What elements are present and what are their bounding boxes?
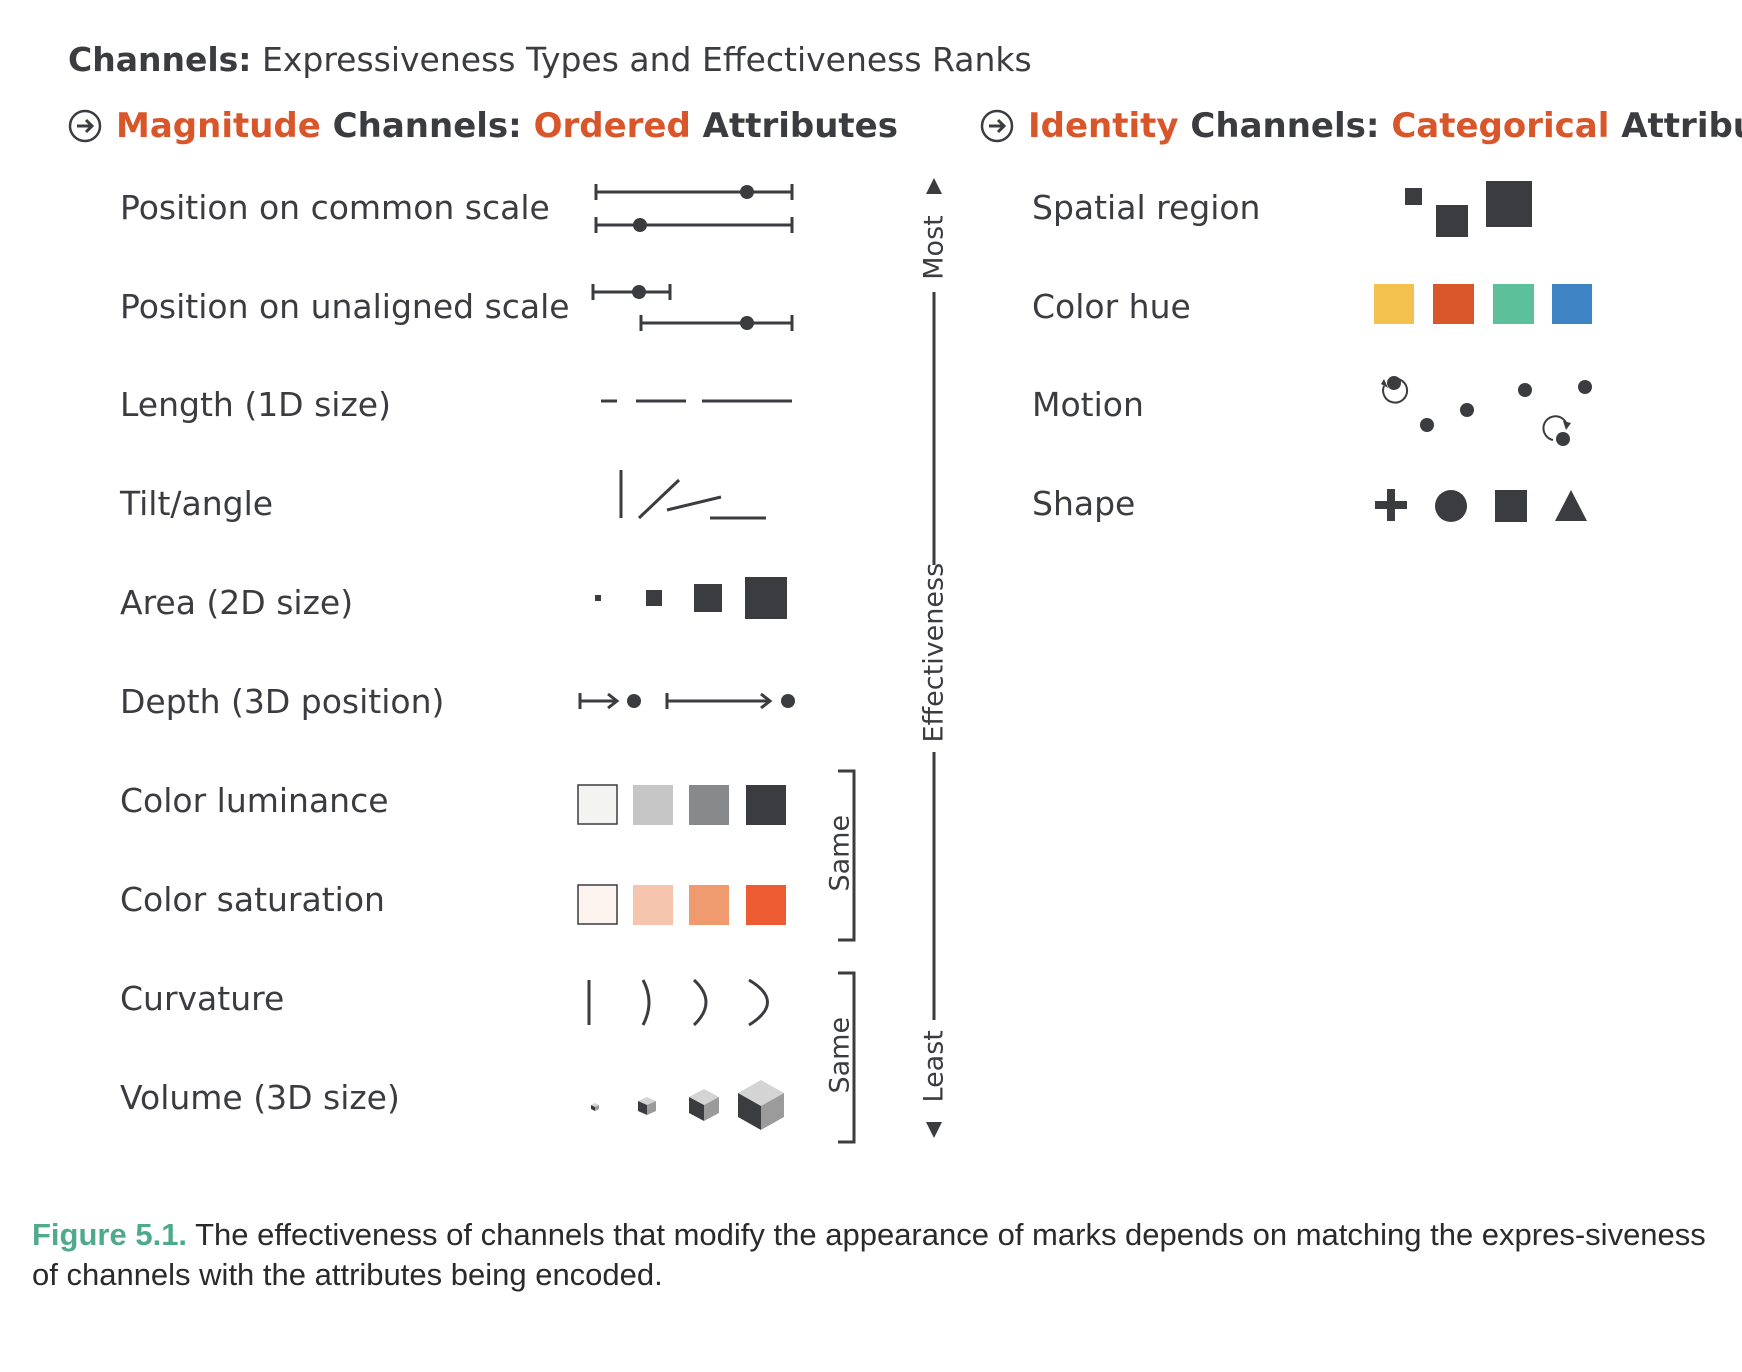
depth-glyph (578, 692, 795, 710)
position-common-scale-glyph (594, 184, 794, 233)
figure-caption: Figure 5.1. The effectiveness of channel… (32, 1215, 1712, 1295)
magnitude-attributes-word: Attributes (690, 106, 898, 146)
row-color-saturation: Color saturation (120, 880, 385, 919)
identity-section-header: Identity Channels: Categorical Attribute… (980, 106, 1742, 146)
row-shape: Shape (1032, 484, 1136, 523)
volume-glyph (591, 1080, 784, 1130)
row-depth: Depth (3D position) (120, 682, 445, 721)
row-volume: Volume (3D size) (120, 1078, 400, 1117)
row-color-luminance: Color luminance (120, 781, 389, 820)
circled-arrow-icon (68, 109, 102, 143)
row-position-unaligned-scale: Position on unaligned scale (120, 287, 570, 326)
row-color-hue: Color hue (1032, 287, 1191, 326)
identity-channels-word: Channels: (1178, 106, 1392, 146)
area-glyph (595, 577, 787, 619)
same-brackets (838, 769, 856, 1144)
identity-word: Identity (1028, 106, 1179, 146)
channel-glyphs (577, 178, 1592, 1144)
magnitude-section-header: Magnitude Channels: Ordered Attributes (68, 106, 898, 146)
tilt-angle-glyph (619, 470, 766, 520)
row-area: Area (2D size) (120, 583, 354, 622)
magnitude-channels-word: Channels: (320, 106, 534, 146)
motion-glyph (1381, 376, 1592, 446)
shape-glyph (1375, 489, 1587, 522)
row-length: Length (1D size) (120, 385, 391, 424)
position-unaligned-scale-glyph (591, 284, 794, 331)
row-position-common-scale: Position on common scale (120, 188, 550, 227)
axis-least-label: Least (918, 1030, 950, 1103)
axis-effectiveness-label: Effectiveness (918, 562, 950, 743)
spatial-region-glyph (1405, 181, 1532, 237)
color-luminance-glyph (577, 784, 786, 825)
row-motion: Motion (1032, 385, 1144, 424)
row-spatial-region: Spatial region (1032, 188, 1261, 227)
same-label-lower: Same (824, 1016, 856, 1094)
axis-most-label: Most (918, 215, 950, 280)
color-hue-glyph (1374, 284, 1592, 324)
title-bold: Channels: (68, 40, 252, 79)
row-curvature: Curvature (120, 979, 285, 1018)
color-saturation-glyph (577, 884, 786, 925)
magnitude-word: Magnitude (116, 106, 321, 146)
identity-attributes-word: Attributes (1621, 106, 1742, 146)
row-tilt-angle: Tilt/angle (120, 484, 274, 523)
effectiveness-axis (926, 178, 942, 1138)
ordered-word: Ordered (533, 106, 691, 146)
categorical-word: Categorical (1391, 106, 1610, 146)
title-rest: Expressiveness Types and Effectiveness R… (251, 40, 1032, 79)
caption-text: The effectiveness of channels that modif… (32, 1217, 1706, 1292)
curvature-glyph (587, 978, 769, 1027)
same-label-upper: Same (824, 814, 856, 892)
circled-arrow-icon (980, 109, 1014, 143)
figure-number: Figure 5.1. (32, 1217, 188, 1252)
figure-title: Channels: Expressiveness Types and Effec… (68, 40, 1032, 79)
